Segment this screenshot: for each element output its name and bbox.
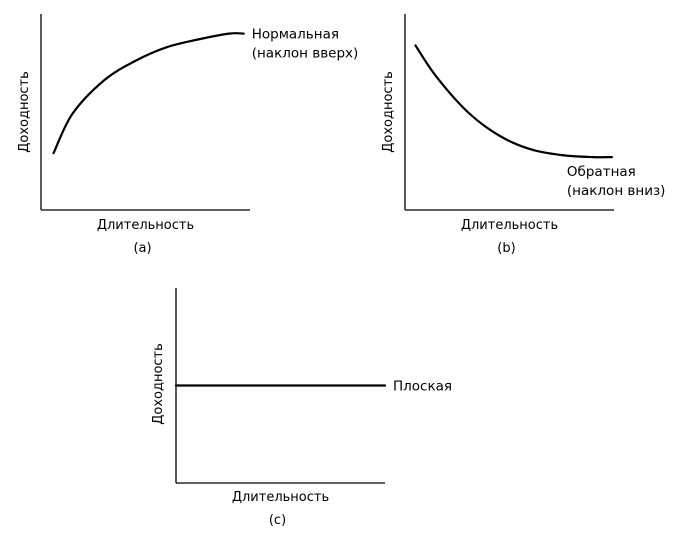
chart-panel-1: Длительность Доходность (a) Нормальная (накл…: [17, 14, 358, 256]
y-axis-title: Доходность: [151, 343, 166, 425]
panel-label: (a): [133, 241, 151, 256]
series-label: Плоская: [393, 379, 452, 395]
panel-label: (b): [497, 241, 515, 256]
chart-panel-3: Длительность Доходность (c) Плоская: [151, 288, 452, 528]
chart-panel-2: Длительность Доходность (b) Обратная (наклон…: [381, 14, 665, 256]
series-label: Нормальная (наклон вверх): [252, 27, 359, 62]
series-label: Обратная (наклон вниз): [567, 164, 666, 199]
series-line: [414, 44, 613, 159]
x-axis-title: Длительность: [461, 218, 558, 233]
series-line: [52, 32, 245, 155]
panel-label: (c): [269, 513, 286, 528]
x-axis-title: Длительность: [97, 218, 194, 233]
x-axis-title: Длительность: [232, 490, 329, 505]
y-axis-title: Доходность: [381, 71, 396, 153]
y-axis-title: Доходность: [17, 71, 32, 153]
